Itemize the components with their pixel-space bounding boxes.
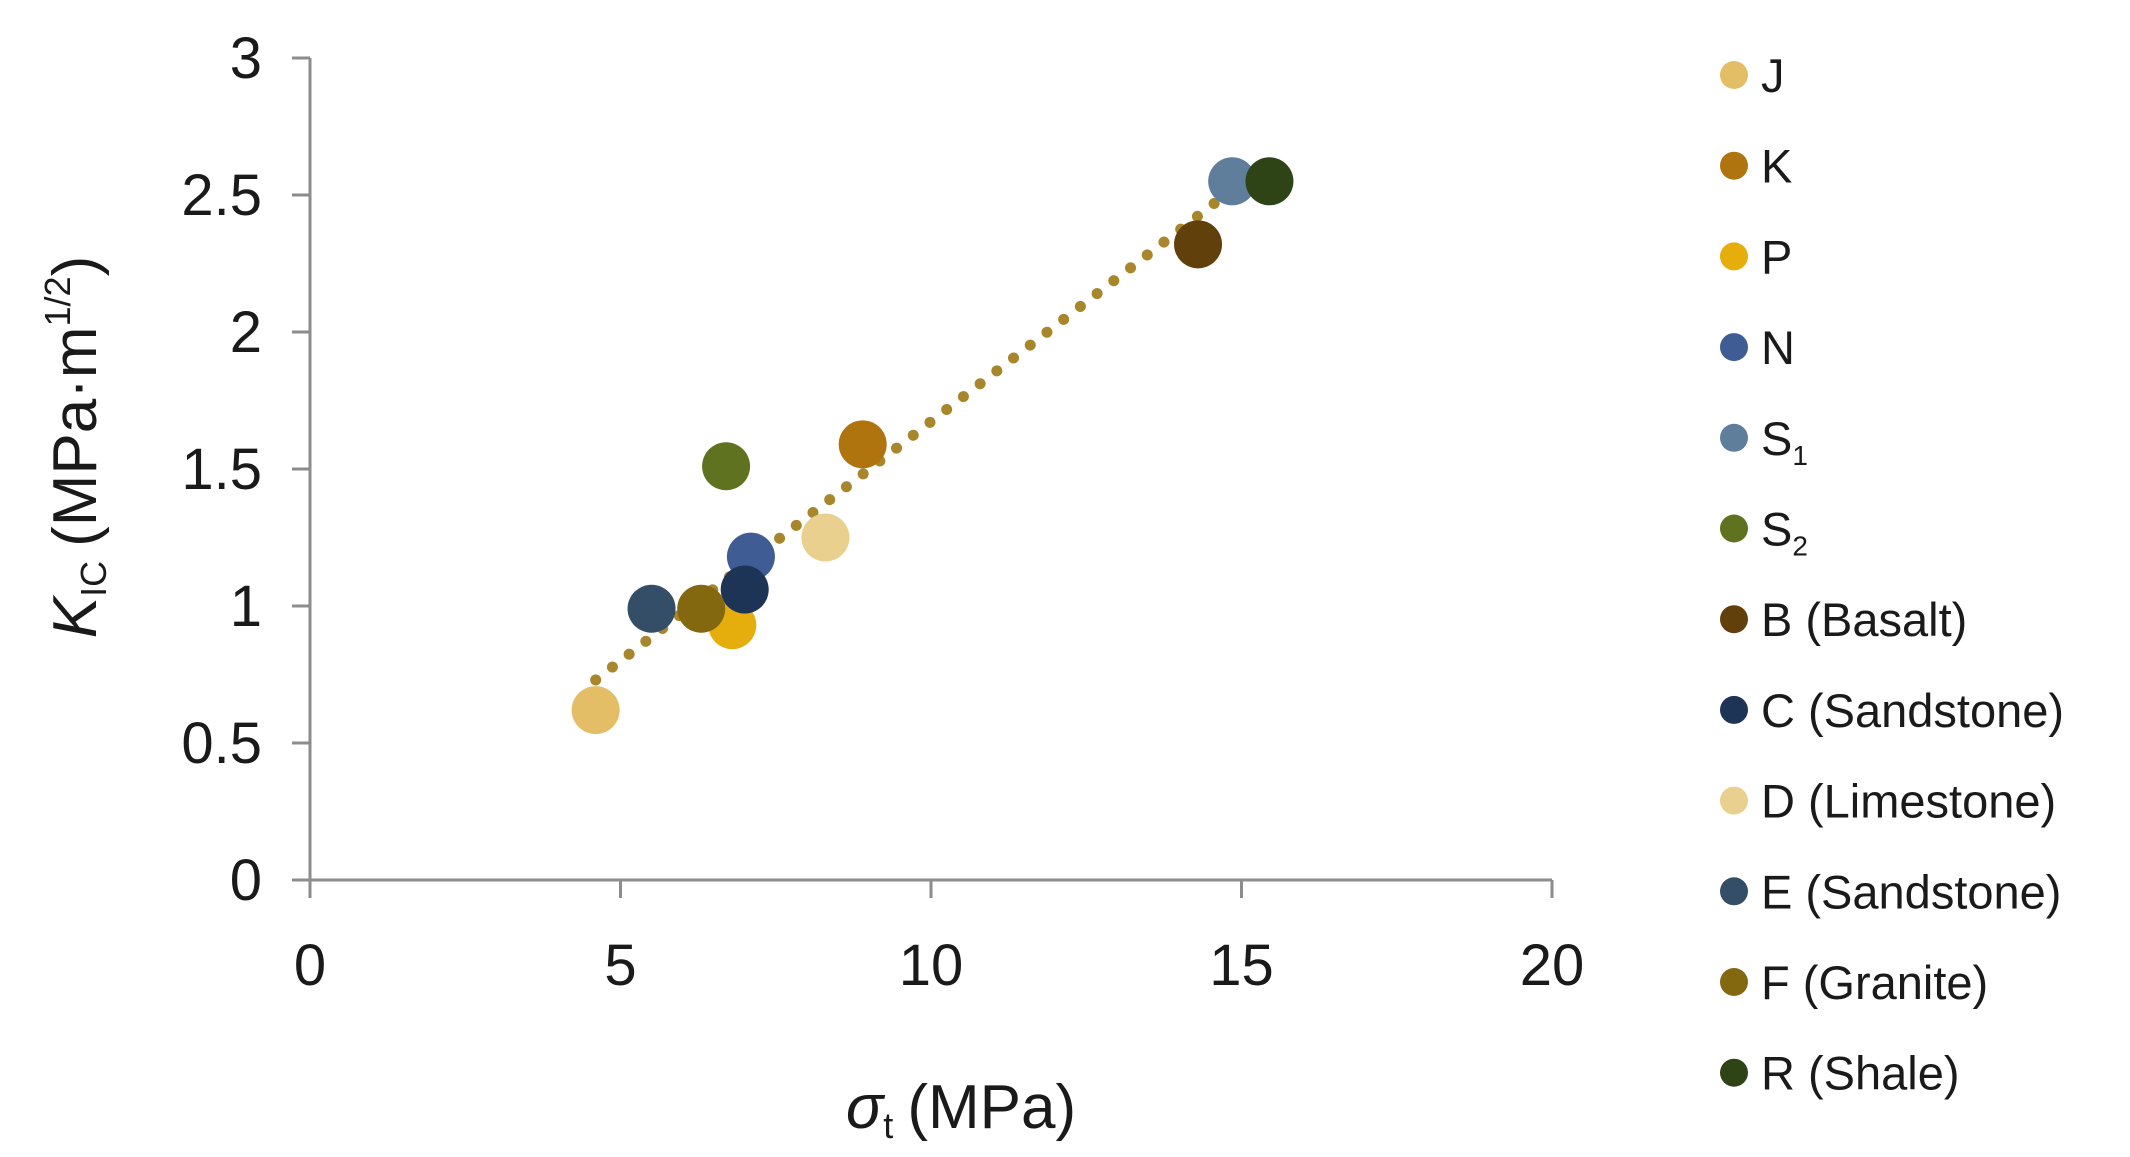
legend-label: R (Shale) (1761, 1047, 1960, 1100)
point-c-sandstone (720, 565, 769, 614)
legend-marker (1720, 514, 1748, 543)
legend-label: P (1761, 230, 1792, 283)
y-axis-superscript: 1/2 (37, 276, 78, 326)
y-axis-symbol: K (41, 594, 110, 638)
legend-item-p: P (1720, 230, 1792, 283)
y-tick-label: 2 (230, 300, 262, 365)
legend-label-text: S (1761, 503, 1792, 556)
y-tick-label: 0.5 (181, 711, 262, 776)
x-axis-title: σt (MPa) (846, 1073, 1076, 1146)
legend-label: D (Limestone) (1761, 775, 2056, 828)
legend-marker (1720, 151, 1748, 180)
legend-label-subscript: 2 (1792, 531, 1808, 562)
legend-item-k: K (1720, 140, 1792, 193)
point-s1 (1208, 157, 1257, 206)
x-tick-label: 0 (294, 933, 326, 998)
legend-label-text: B (Basalt) (1761, 593, 1967, 646)
legend-item-f-granite: F (Granite) (1720, 956, 1988, 1009)
legend-label-text: C (Sandstone) (1761, 684, 2064, 737)
legend-item-n: N (1720, 321, 1795, 374)
legend-item-b-basalt: B (Basalt) (1720, 593, 1967, 646)
x-axis-subscript: t (883, 1105, 893, 1146)
legend-label: J (1761, 49, 1785, 102)
legend-item-s2: S2 (1720, 503, 1808, 562)
legend-item-j: J (1720, 49, 1785, 102)
point-k (838, 420, 887, 469)
legend-label: B (Basalt) (1761, 593, 1967, 646)
legend-label: E (Sandstone) (1761, 865, 2061, 918)
legend-label-text: E (Sandstone) (1761, 865, 2061, 918)
legend-marker (1720, 242, 1748, 271)
point-r-shale (1245, 157, 1294, 206)
y-tick-label: 3 (230, 26, 262, 91)
legend-marker (1720, 333, 1748, 362)
y-axis-unit-suffix: ) (41, 256, 110, 277)
legend-marker (1720, 605, 1748, 634)
legend-marker (1720, 423, 1748, 452)
point-s2 (702, 442, 751, 491)
y-axis-subscript: IC (73, 561, 114, 597)
y-tick-label: 1 (230, 574, 262, 639)
legend-item-r-shale: R (Shale) (1720, 1047, 1960, 1100)
y-axis-title: KIC (MPa·m1/2) (37, 256, 114, 638)
x-tick-label: 10 (899, 933, 964, 998)
legend-marker (1720, 1058, 1748, 1087)
legend-label-text: R (Shale) (1761, 1047, 1960, 1100)
point-e-sandstone (627, 584, 676, 633)
trendline (590, 184, 1238, 686)
point-d-limestone (801, 513, 850, 562)
legend-label: F (Granite) (1761, 956, 1988, 1009)
legend-marker (1720, 695, 1748, 724)
y-tick-label: 2.5 (181, 163, 262, 228)
legend-label-text: S (1761, 412, 1792, 465)
legend-marker (1720, 786, 1748, 815)
legend-label-text: F (Granite) (1761, 956, 1988, 1009)
legend-label-text: P (1761, 230, 1792, 283)
legend-marker (1720, 877, 1748, 906)
legend-marker (1720, 968, 1748, 996)
y-tick-label: 1.5 (181, 437, 262, 502)
legend-label-text: K (1761, 140, 1792, 193)
legend-item-s1: S1 (1720, 412, 1808, 471)
legend-item-c-sandstone: C (Sandstone) (1720, 684, 2064, 737)
legend-label-text: J (1761, 49, 1785, 102)
point-j (571, 686, 620, 735)
legend-item-e-sandstone: E (Sandstone) (1720, 865, 2061, 918)
point-f-granite (677, 584, 726, 633)
legend-label: C (Sandstone) (1761, 684, 2064, 737)
x-tick-label: 20 (1520, 933, 1585, 998)
y-tick-label: 0 (230, 848, 262, 913)
x-tick-label: 15 (1209, 933, 1274, 998)
legend-label-text: D (Limestone) (1761, 775, 2056, 828)
x-tick-label: 5 (604, 933, 636, 998)
legend-item-d-limestone: D (Limestone) (1720, 775, 2056, 828)
y-axis-unit-prefix: (MPa·m (41, 326, 110, 546)
x-axis-symbol: σ (846, 1073, 886, 1142)
legend-label: K (1761, 140, 1792, 193)
legend-label: S2 (1761, 503, 1808, 562)
legend-label: S1 (1761, 412, 1808, 471)
x-axis-unit: (MPa) (907, 1073, 1076, 1142)
point-b-basalt (1174, 220, 1223, 269)
legend-label: N (1761, 321, 1795, 374)
legend-label-text: N (1761, 321, 1795, 374)
legend-label-subscript: 1 (1792, 440, 1808, 471)
legend-marker (1720, 61, 1748, 89)
